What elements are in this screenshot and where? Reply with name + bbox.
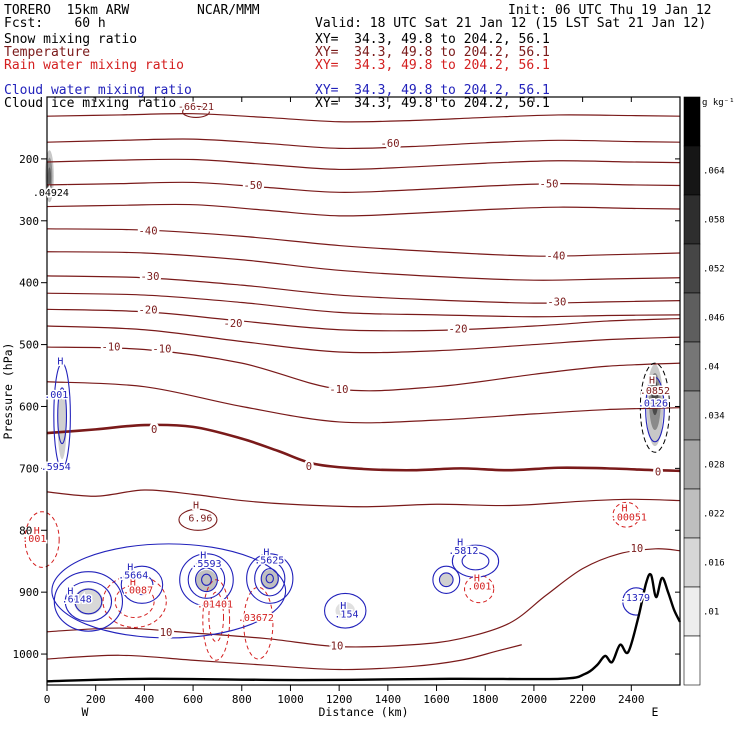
svg-text:.001: .001: [22, 534, 46, 545]
svg-text:-20: -20: [139, 305, 158, 317]
svg-text:.052: .052: [703, 265, 725, 275]
svg-text:Pressure (hPa): Pressure (hPa): [1, 343, 15, 440]
svg-text:.6148: .6148: [62, 595, 92, 606]
svg-text:.03672: .03672: [238, 613, 274, 624]
svg-text:.5664: .5664: [118, 571, 148, 582]
svg-text:.1379: .1379: [620, 593, 650, 604]
svg-text:.04924: .04924: [33, 188, 69, 199]
svg-text:-20: -20: [448, 324, 467, 336]
svg-text:.0126: .0126: [638, 398, 668, 409]
svg-text:400: 400: [134, 693, 154, 706]
svg-text:W: W: [82, 705, 89, 719]
svg-text:.064: .064: [703, 167, 725, 177]
svg-text:.0087: .0087: [123, 585, 153, 596]
svg-text:.00051: .00051: [611, 512, 647, 523]
svg-text:-50: -50: [540, 178, 559, 190]
svg-text:H: H: [621, 504, 627, 515]
svg-text:.001: .001: [44, 390, 68, 401]
svg-text:H: H: [57, 356, 63, 367]
svg-text:-50: -50: [243, 180, 262, 192]
svg-text:H: H: [457, 538, 463, 549]
svg-text:-66.21: -66.21: [178, 102, 214, 113]
svg-text:.046: .046: [703, 314, 725, 324]
svg-text:300: 300: [19, 215, 39, 228]
svg-text:800: 800: [19, 524, 39, 537]
svg-text:600: 600: [183, 693, 203, 706]
svg-text:H: H: [340, 601, 346, 612]
svg-text:g kg⁻¹: g kg⁻¹: [702, 98, 735, 108]
svg-text:H: H: [474, 574, 480, 585]
svg-text:-30: -30: [140, 271, 159, 283]
svg-text:-10: -10: [329, 384, 348, 396]
svg-text:-60: -60: [381, 138, 400, 150]
svg-text:900: 900: [19, 586, 39, 599]
svg-text:700: 700: [19, 462, 39, 475]
svg-text:.5625: .5625: [254, 556, 284, 567]
svg-text:.5954: .5954: [41, 462, 71, 473]
svg-text:2400: 2400: [618, 693, 645, 706]
svg-text:10: 10: [160, 627, 173, 639]
svg-text:H: H: [34, 526, 40, 537]
svg-text:-40: -40: [139, 225, 158, 237]
svg-text:200: 200: [86, 693, 106, 706]
svg-text:10: 10: [331, 641, 344, 653]
svg-text:6.96: 6.96: [188, 514, 212, 525]
svg-text:0: 0: [306, 461, 312, 473]
svg-text:.01: .01: [703, 608, 719, 618]
svg-text:H: H: [263, 548, 269, 559]
svg-text:2200: 2200: [569, 693, 596, 706]
svg-text:H: H: [193, 501, 199, 512]
svg-text:0: 0: [44, 693, 51, 706]
svg-text:H: H: [67, 587, 73, 598]
svg-text:.5593: .5593: [191, 559, 221, 570]
svg-text:.022: .022: [703, 510, 725, 520]
svg-text:H: H: [200, 551, 206, 562]
svg-text:-10: -10: [102, 342, 121, 354]
svg-text:1800: 1800: [472, 693, 499, 706]
svg-text:1200: 1200: [326, 693, 353, 706]
svg-text:.04: .04: [703, 363, 719, 373]
svg-text:.016: .016: [703, 559, 725, 569]
svg-text:E: E: [651, 705, 658, 719]
svg-text:.058: .058: [703, 216, 725, 226]
svg-text:.01401: .01401: [197, 600, 233, 611]
svg-text:400: 400: [19, 277, 39, 290]
svg-text:800: 800: [232, 693, 252, 706]
svg-text:H: H: [130, 577, 136, 588]
svg-text:1600: 1600: [423, 693, 450, 706]
svg-text:.001: .001: [467, 582, 491, 593]
svg-text:.154: .154: [334, 610, 358, 621]
svg-text:0: 0: [655, 467, 661, 479]
svg-text:.0852: .0852: [640, 386, 670, 397]
svg-text:200: 200: [19, 153, 39, 166]
svg-text:H: H: [127, 562, 133, 573]
svg-text:-30: -30: [547, 296, 566, 308]
svg-text:2000: 2000: [521, 693, 548, 706]
svg-text:-10: -10: [152, 344, 171, 356]
svg-text:1400: 1400: [375, 693, 402, 706]
svg-text:500: 500: [19, 339, 39, 352]
svg-text:-40: -40: [546, 251, 565, 263]
svg-text:H: H: [649, 376, 655, 387]
svg-text:.5812: .5812: [448, 546, 478, 557]
svg-text:0: 0: [151, 424, 157, 436]
svg-text:600: 600: [19, 400, 39, 413]
svg-text:.028: .028: [703, 461, 725, 471]
svg-text:1000: 1000: [277, 693, 304, 706]
svg-text:1000: 1000: [13, 648, 40, 661]
svg-text:Distance (km): Distance (km): [318, 705, 408, 719]
svg-text:10: 10: [631, 543, 644, 555]
svg-text:.034: .034: [703, 412, 725, 422]
svg-text:-20: -20: [224, 318, 243, 330]
